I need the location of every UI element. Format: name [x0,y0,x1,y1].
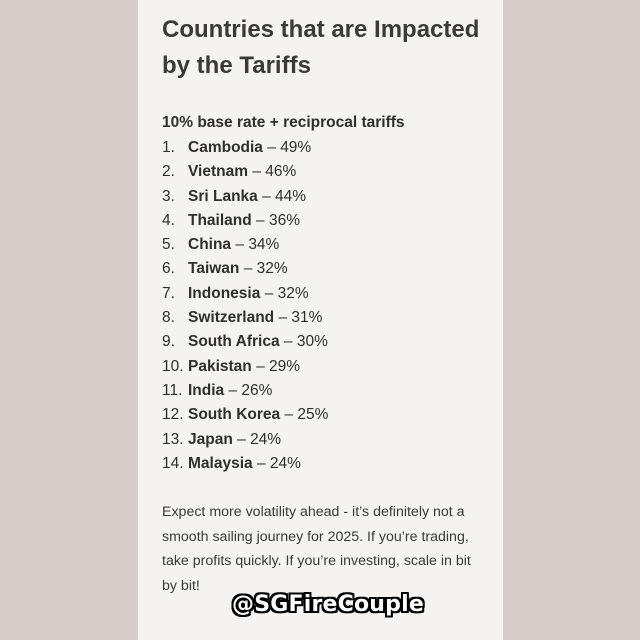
card-footer-text: Expect more volatility ahead - it’s defi… [162,504,471,594]
list-item-separator: – [252,163,261,181]
tariff-list-item: 11. India – 26% [162,379,328,403]
list-item-country: Switzerland [188,309,275,327]
list-item-rate: 30% [296,333,328,351]
tariff-list-item: 9. South Africa – 30% [162,330,328,354]
list-item-separator: – [262,187,271,205]
list-item-rate: 29% [269,357,301,375]
list-item-number: 2. [162,163,175,181]
list-item-country: Thailand [188,211,252,229]
left-background-panel [0,0,138,640]
tariff-card: Countries that are Impacted by the Tarif… [138,0,503,640]
tariff-list-item: 2. Vietnam – 46% [162,160,328,184]
list-item-country: China [188,236,232,254]
list-item-country: South Korea [188,406,281,424]
list-item-country: Malaysia [188,454,253,472]
list-item-rate: 46% [265,163,297,181]
list-item-rate: 24% [250,430,282,448]
tariff-list-item: 14. Malaysia – 24% [162,452,328,476]
list-item-separator: – [264,284,274,302]
tariff-list-item: 12. South Korea – 25% [162,403,328,427]
list-item-separator: – [228,381,238,399]
list-item-country: Vietnam [188,163,249,181]
list-item-rate: 31% [291,309,323,327]
list-item-separator: – [278,309,288,327]
list-item-separator: – [284,406,294,424]
watermark-handle: @SGFireCouple [232,592,424,617]
right-background-panel [503,0,640,640]
list-item-country: India [188,381,225,399]
list-item-number: 5. [162,236,175,254]
tariff-list: 1. Cambodia – 49% 2. Vietnam – 46% 3. Sri Lan… [162,136,328,476]
list-item-number: 3. [162,187,175,205]
list-item-country: Indonesia [188,284,261,302]
list-item-separator: – [283,333,293,351]
list-item-rate: 25% [297,406,329,424]
tariff-list-item: 5. China – 34% [162,233,328,257]
list-item-rate: 49% [280,139,312,156]
list-item-rate: 24% [269,454,301,472]
list-item-number: 12. [162,406,184,424]
list-item-rate: 32% [256,260,288,278]
list-item-number: 8. [162,309,175,327]
list-item-number: 11. [162,381,183,399]
list-item-rate: 32% [277,284,309,302]
card-subtitle: 10% base rate + reciprocal tariffs [162,114,405,131]
list-item-country: Sri Lanka [188,187,258,205]
list-item-country: Pakistan [188,357,252,375]
list-item-rate: 26% [241,381,273,399]
card-title: Countries that are Impacted by the Tarif… [162,16,480,79]
list-item-number: 14. [162,454,184,472]
tariff-list-item: 3. Sri Lanka – 44% [162,185,328,209]
list-item-number: 9. [162,333,175,351]
list-item-country: Cambodia [188,139,263,156]
list-item-number: 10. [162,357,184,375]
list-item-number: 13. [162,430,184,448]
list-item-number: 7. [162,284,175,302]
list-item-rate: 44% [275,187,307,205]
list-item-country: South Africa [188,333,280,351]
tariff-list-item: 10. Pakistan – 29% [162,355,328,379]
list-item-separator: – [256,454,266,472]
list-item-separator: – [243,260,253,278]
list-item-country: Japan [188,430,233,448]
list-item-separator: – [256,357,265,375]
list-item-separator: – [235,236,244,254]
list-item-number: 6. [162,260,175,278]
list-item-separator: – [237,430,246,448]
tariff-list-item: 1. Cambodia – 49% [162,136,328,160]
list-item-number: 1. [162,139,175,156]
list-item-country: Taiwan [188,260,240,278]
tariff-list-item: 8. Switzerland – 31% [162,306,328,330]
tariff-list-item: 4. Thailand – 36% [162,209,328,233]
list-item-number: 4. [162,211,175,229]
list-item-separator: – [256,211,265,229]
tariff-list-item: 7. Indonesia – 32% [162,282,328,306]
list-item-separator: – [267,139,276,156]
tariff-list-item: 6. Taiwan – 32% [162,257,328,281]
list-item-rate: 34% [248,236,280,254]
tariff-list-item: 13. Japan – 24% [162,428,328,452]
list-item-rate: 36% [268,211,301,229]
